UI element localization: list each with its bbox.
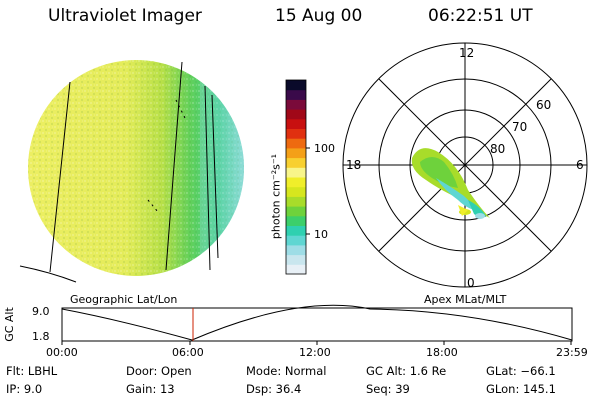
colorbar-label-100: 100	[314, 142, 335, 155]
info-door: Door: Open	[126, 364, 192, 378]
altitude-ymin: 1.8	[32, 330, 50, 343]
polar-plot	[342, 42, 588, 288]
info-glon: GLon: 145.1	[486, 382, 556, 396]
colorbar-cells	[286, 80, 306, 275]
altitude-plot-frame	[61, 307, 573, 342]
geographic-label: Geographic Lat/Lon	[70, 293, 178, 306]
colorbar-cell	[286, 118, 306, 129]
colorbar-cell	[286, 167, 306, 178]
info-dsp: Dsp: 36.4	[246, 382, 302, 396]
colorbar-cell	[286, 80, 306, 91]
polar-lat-80: 80	[490, 142, 506, 156]
altitude-curve	[61, 304, 573, 341]
colorbar-cell	[286, 215, 306, 226]
colorbar-cell	[286, 264, 306, 275]
polar-mlt-6: 6	[576, 158, 584, 172]
info-mode: Mode: Normal	[246, 364, 327, 378]
apex-label: Apex MLat/MLT	[424, 293, 507, 306]
colorbar-cell	[286, 128, 306, 139]
info-gain: Gain: 13	[126, 382, 175, 396]
colorbar-cell	[286, 254, 306, 265]
auroral-oval	[411, 148, 490, 219]
colorbar-cell	[286, 206, 306, 217]
polar-mlt-0: 0	[467, 276, 475, 290]
colorbar-cell	[286, 235, 306, 246]
colorbar-cell	[286, 99, 306, 110]
info-gcalt: GC Alt: 1.6 Re	[366, 364, 447, 378]
colorbar-label-10: 10	[314, 228, 328, 241]
colorbar-cell	[286, 244, 306, 256]
polar-lat-70: 70	[512, 120, 528, 134]
altitude-ymax: 9.0	[32, 305, 50, 318]
polar-lat-60: 60	[536, 98, 552, 112]
info-flt: Flt: LBHL	[6, 364, 58, 378]
altitude-x-ticks	[61, 341, 572, 345]
altitude-plot	[61, 304, 573, 345]
colorbar	[285, 79, 310, 275]
time-tick-0000: 00:00	[46, 346, 78, 359]
colorbar-cell	[286, 177, 306, 188]
time-tick-1200: 12:00	[299, 346, 331, 359]
time-tick-0600: 06:00	[172, 346, 204, 359]
colorbar-cell	[286, 186, 306, 197]
colorbar-cell	[286, 196, 306, 207]
geographic-grid-lines	[19, 61, 219, 283]
altitude-ylabel: GC Alt	[2, 307, 16, 342]
polar-mlt-18: 18	[346, 158, 362, 172]
date-label: 15 Aug 00	[275, 6, 363, 26]
colorbar-cell	[286, 138, 306, 149]
info-seq: Seq: 39	[366, 382, 410, 396]
time-tick-1800: 18:00	[426, 346, 458, 359]
colorbar-cell	[286, 157, 306, 168]
polar-grid	[342, 42, 588, 288]
colorbar-cell	[286, 109, 306, 120]
colorbar-cell	[286, 89, 306, 100]
colorbar-cell	[286, 147, 306, 159]
colorbar-cell	[286, 225, 306, 236]
colorbar-frame	[285, 79, 307, 275]
info-glat: GLat: −66.1	[486, 364, 556, 378]
info-ip: IP: 9.0	[6, 382, 43, 396]
colorbar-unit-label: photon cm⁻²s⁻¹	[269, 153, 283, 240]
time-label: 06:22:51 UT	[428, 6, 533, 26]
polar-mlt-12: 12	[459, 46, 475, 60]
time-tick-2359: 23:59	[556, 346, 588, 359]
instrument-title: Ultraviolet Imager	[48, 6, 202, 26]
